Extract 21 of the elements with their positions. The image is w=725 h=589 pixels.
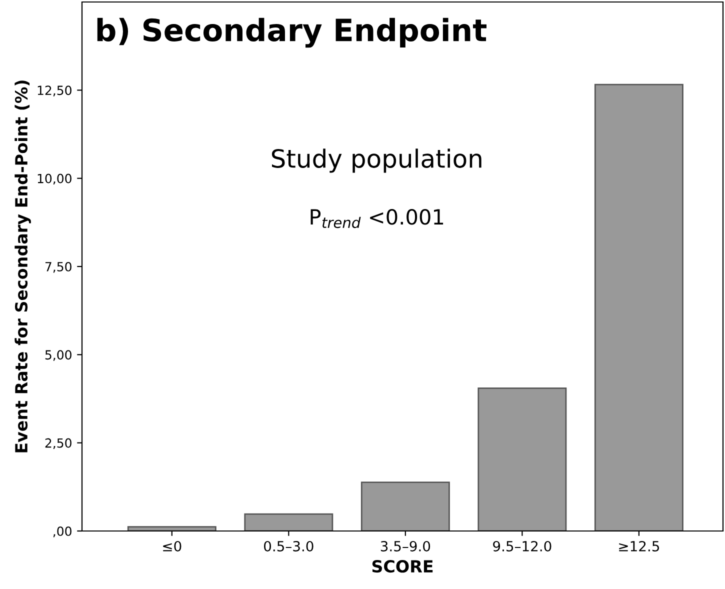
bar — [127, 526, 216, 531]
y-axis-title: Event Rate for Secondary End-Point (%) — [14, 80, 31, 452]
x-tick-label: ≥12.5 — [619, 540, 659, 552]
y-tick-label: 5,00 — [45, 350, 72, 361]
x-tick-label: 9.5–12.0 — [493, 540, 552, 552]
bar — [360, 482, 450, 531]
bar — [244, 513, 334, 531]
y-tick-label: 2,50 — [45, 438, 72, 450]
x-tick-label: 3.5–9.0 — [380, 540, 430, 552]
bar — [594, 84, 684, 531]
text: b) Secondary Endpoint — [97, 18, 486, 48]
annotation: P$_{trend}$ <0.001 — [310, 209, 444, 228]
y-tick-label: 10,00 — [38, 174, 72, 185]
y-tick-label: ,00 — [53, 526, 72, 538]
bar — [478, 387, 567, 531]
x-tick-label: ≤0 — [163, 540, 182, 552]
x-tick-label: 0.5–3.0 — [264, 540, 314, 552]
x-axis-title: SCORE — [372, 560, 433, 573]
y-tick-label: 12,50 — [38, 86, 72, 96]
y-tick-label: 7,50 — [45, 262, 72, 273]
annotation: Study population — [272, 148, 482, 173]
